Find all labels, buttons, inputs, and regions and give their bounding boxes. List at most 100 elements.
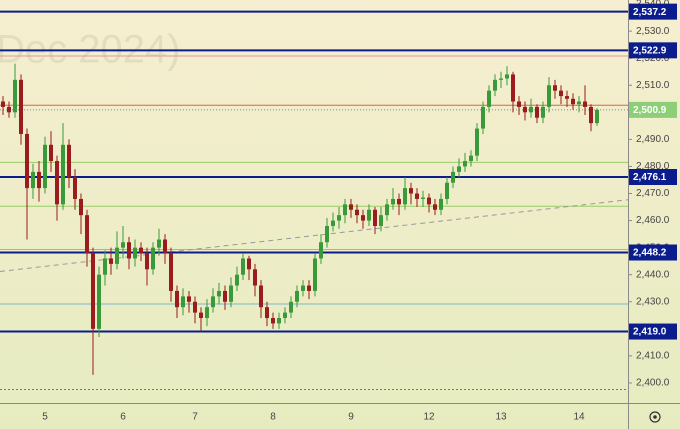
candle-body — [481, 106, 485, 129]
y-tick-label: 2,440.0 — [636, 269, 670, 280]
candle-body — [559, 90, 563, 97]
y-tick-label: 2,530.0 — [636, 26, 670, 37]
candle-body — [139, 247, 143, 254]
level-label: 2,476.1 — [633, 172, 667, 183]
candle-body — [451, 171, 455, 183]
candle-body — [301, 285, 305, 291]
candle-body — [313, 258, 317, 291]
candle-body — [97, 274, 101, 329]
candle-body — [367, 209, 371, 221]
last-price-box — [629, 101, 677, 118]
candle-body — [25, 133, 29, 189]
candle-body — [517, 101, 521, 107]
candle-body — [181, 296, 185, 308]
candle-body — [265, 307, 269, 319]
y-tick-label: 2,400.0 — [636, 378, 670, 389]
x-tick-label: 13 — [495, 412, 507, 423]
x-tick-label: 6 — [120, 412, 126, 423]
candle-body — [343, 204, 347, 216]
candle-body — [469, 155, 473, 162]
candle-body — [307, 285, 311, 291]
candle-body — [403, 188, 407, 205]
gear-icon[interactable] — [649, 411, 661, 423]
candle-body — [589, 106, 593, 124]
candle-body — [457, 166, 461, 172]
candle-body — [61, 144, 65, 205]
candle-body — [13, 79, 17, 113]
candle-body — [427, 197, 431, 205]
candle-body — [325, 225, 329, 243]
y-axis: 2,540.02,530.02,520.02,510.02,500.02,490… — [628, 0, 677, 389]
candle-body — [283, 312, 287, 319]
candle-body — [571, 98, 575, 105]
candle-body — [253, 269, 257, 286]
x-tick-label: 8 — [270, 412, 276, 423]
y-tick-label: 2,510.0 — [636, 80, 670, 91]
candle-body — [85, 215, 89, 254]
candle-body — [379, 215, 383, 226]
candle-body — [73, 177, 77, 199]
candle-body — [505, 74, 509, 79]
candle-body — [247, 258, 251, 270]
candle-body — [445, 182, 449, 199]
candle-body — [193, 301, 197, 313]
candle-body — [79, 198, 83, 216]
x-tick-label: 12 — [423, 412, 435, 423]
candle-body — [547, 85, 551, 107]
candle-body — [133, 247, 137, 259]
candle-body — [277, 318, 281, 324]
candle-body — [157, 239, 161, 248]
candle-body — [151, 247, 155, 270]
level-label-box — [629, 169, 677, 186]
candle-body — [409, 188, 413, 194]
level-label: 2,448.2 — [633, 248, 667, 259]
plot-area: Dec 2024) — [0, 10, 628, 390]
candle-body — [361, 215, 365, 221]
candle-body — [19, 79, 23, 134]
candle-body — [499, 78, 503, 80]
candle-body — [355, 209, 359, 216]
candle-body — [217, 290, 221, 297]
candle-body — [433, 204, 437, 210]
candle-body — [373, 209, 377, 226]
candle-body — [67, 144, 71, 178]
candle-body — [205, 307, 209, 319]
candle-body — [337, 215, 341, 221]
candle-body — [529, 106, 533, 113]
candle-body — [55, 161, 59, 205]
y-tick-label: 2,470.0 — [636, 188, 670, 199]
y-tick-label: 2,430.0 — [636, 296, 670, 307]
candle-body — [229, 285, 233, 302]
level-label: 2,419.0 — [633, 327, 667, 338]
last-price-label: 2,500.9 — [633, 105, 667, 116]
candle-body — [397, 198, 401, 205]
x-tick-label: 14 — [573, 412, 585, 423]
candle-body — [349, 204, 353, 210]
candle-body — [241, 258, 245, 275]
level-label-box — [629, 42, 677, 59]
candle-body — [163, 239, 167, 254]
candle-body — [595, 109, 599, 124]
candle-body — [421, 197, 425, 199]
candle-body — [319, 242, 323, 259]
candle-body — [103, 258, 107, 275]
candle-body — [1, 101, 5, 107]
candle-body — [577, 101, 581, 105]
candle-body — [439, 198, 443, 210]
y-tick-label: 2,490.0 — [636, 134, 670, 145]
trendline — [0, 199, 628, 272]
x-tick-label: 5 — [42, 412, 48, 423]
level-label: 2,522.9 — [633, 45, 667, 56]
gear-center[interactable] — [653, 415, 657, 419]
candle-body — [541, 106, 545, 118]
settings-button[interactable] — [649, 411, 661, 423]
candle-body — [295, 290, 299, 302]
y-tick-label: 2,480.0 — [636, 161, 670, 172]
candle-body — [7, 106, 11, 113]
candle-body — [199, 312, 203, 319]
candle-body — [223, 290, 227, 302]
candle-body — [553, 85, 557, 91]
candle-body — [169, 253, 173, 291]
candle-body — [145, 253, 149, 270]
